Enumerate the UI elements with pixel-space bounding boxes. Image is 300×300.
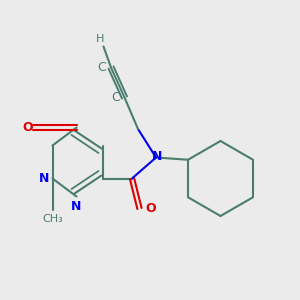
Text: C: C [98,61,106,74]
Text: CH₃: CH₃ [42,214,63,224]
Text: O: O [146,202,156,215]
Text: N: N [152,149,163,163]
Text: N: N [39,172,50,185]
Text: N: N [71,200,82,212]
Text: O: O [22,121,33,134]
Text: C: C [111,91,120,104]
Text: H: H [96,34,105,44]
